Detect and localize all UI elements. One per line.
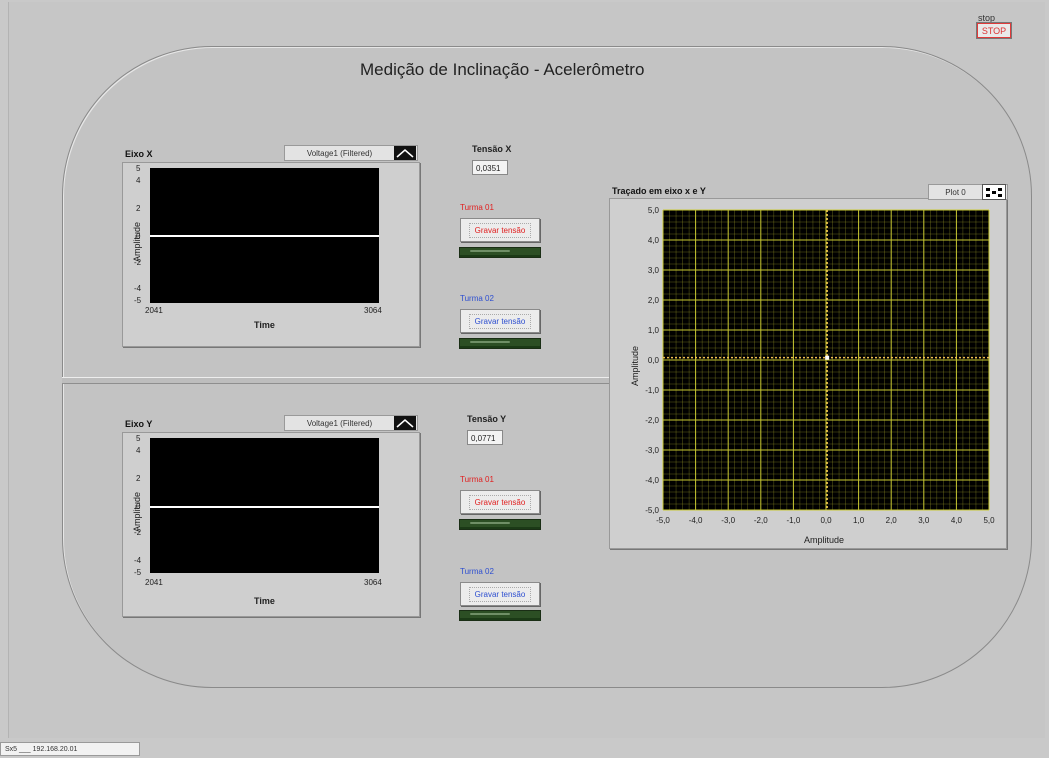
y-tick-label: 3,0 [648,266,660,275]
button-label: Gravar tensão [468,313,532,329]
y-tick-label: 5,0 [648,206,660,215]
y-tick-label: -4,0 [645,476,659,485]
x-tick-label: 3,0 [918,516,930,525]
button-label: Gravar tensão [468,586,532,602]
y-tick-label: -3,0 [645,446,659,455]
led-indicator-x-1 [459,247,541,258]
x-tick-label: 4,0 [951,516,963,525]
graph-xy-legend[interactable]: Plot 0 [928,184,1008,200]
graph-eixo-y-trace [150,506,379,508]
graph-xy-title: Traçado em eixo x e Y [612,186,706,196]
y-tick: 5 [136,434,141,443]
button-label: Gravar tensão [468,494,532,510]
y-tick-label: 4,0 [648,236,660,245]
section-divider [62,377,610,384]
y-tick-label: -5,0 [645,506,659,515]
tensao-y-label: Tensão Y [467,414,507,424]
y-tick: 5 [136,164,141,173]
y-tick: -4 [134,556,142,565]
y-tick-label: 2,0 [648,296,660,305]
graph-eixo-y-legend[interactable]: Voltage1 (Filtered) [284,415,418,431]
y-tick: 4 [136,176,141,185]
xy-plot[interactable]: -5,0-5,0 -4,0 -4,0 -3,0 -3,0 -2,0 -2,0 -1,0 -1,0… [609,198,1009,550]
y-tick: 4 [136,446,141,455]
plot-point-icon [982,184,1006,200]
x-tick-label: 5,0 [983,516,995,525]
xy-x-axis-title: Amplitude [804,535,845,545]
y-tick: -2 [134,258,142,267]
x-tick-label: -1,0 [787,516,801,525]
y-tick-label: -2,0 [645,416,659,425]
x-tick-label: 1,0 [853,516,865,525]
x-axis-title: Time [254,320,275,330]
gravar-tensao-button-y-1[interactable]: Gravar tensão [460,490,540,514]
x-tick-start: 2041 [145,578,163,587]
gravar-tensao-button-x-2[interactable]: Gravar tensão [460,309,540,333]
x-tick-label: -2,0 [754,516,768,525]
x-tick-label: 0,0 [820,516,832,525]
y-axis-title: Amplitude [132,221,142,262]
y-tick: -2 [134,528,142,537]
gravar-tensao-button-y-2[interactable]: Gravar tensão [460,582,540,606]
page-title: Medição de Inclinação - Acelerômetro [360,60,645,79]
plot-line-icon [394,146,416,160]
legend-label: Voltage1 (Filtered) [306,418,373,428]
turma-label-x-1: Turma 01 [460,203,494,212]
led-indicator-y-2 [459,610,541,621]
xy-y-axis-title: Amplitude [630,345,640,386]
x-tick-end: 3064 [364,306,382,315]
y-tick-label: -1,0 [645,386,659,395]
y-tick: -4 [134,284,142,293]
tensao-y-value: 0,0771 [467,430,503,445]
button-label: Gravar tensão [468,222,532,238]
tensao-x-label: Tensão X [472,144,512,154]
y-axis-title: Amplitude [132,491,142,532]
stop-button[interactable]: STOP [976,22,1012,39]
graph-eixo-x-legend[interactable]: Voltage1 (Filtered) [284,145,418,161]
legend-label: Plot 0 [945,187,966,197]
turma-label-y-1: Turma 01 [460,475,494,484]
x-tick-start: 2041 [145,306,163,315]
graph-eixo-y-title: Eixo Y [125,419,153,429]
x-tick-label: -5,0 [656,516,670,525]
y-tick: 0 [136,232,141,241]
gravar-tensao-button-x-1[interactable]: Gravar tensão [460,218,540,242]
y-tick-label: 1,0 [648,326,660,335]
x-tick-label: 2,0 [886,516,898,525]
y-tick: -5 [134,568,142,577]
graph-eixo-x-trace [150,235,379,237]
tensao-x-value: 0,0351 [472,160,508,175]
status-bar: Sx5 ___ 192.168.20.01 [0,742,140,756]
x-tick-end: 3064 [364,578,382,587]
legend-label: Voltage1 (Filtered) [306,148,373,158]
led-indicator-x-2 [459,338,541,349]
graph-eixo-x-plot[interactable] [150,168,379,303]
turma-label-x-2: Turma 02 [460,294,494,303]
x-tick-label: -4,0 [689,516,703,525]
led-indicator-y-1 [459,519,541,530]
plot-line-icon [394,416,416,430]
y-tick: 2 [136,204,141,213]
data-point [825,355,830,360]
graph-eixo-x-title: Eixo X [125,149,153,159]
x-axis-title: Time [254,596,275,606]
stop-label: stop [978,13,996,23]
turma-label-y-2: Turma 02 [460,567,494,576]
y-tick-label: 0,0 [648,356,660,365]
x-tick-label: -3,0 [721,516,735,525]
y-tick: 2 [136,474,141,483]
y-tick: -5 [134,296,142,305]
graph-eixo-y-plot[interactable] [150,438,379,573]
y-tick: 0 [136,502,141,511]
